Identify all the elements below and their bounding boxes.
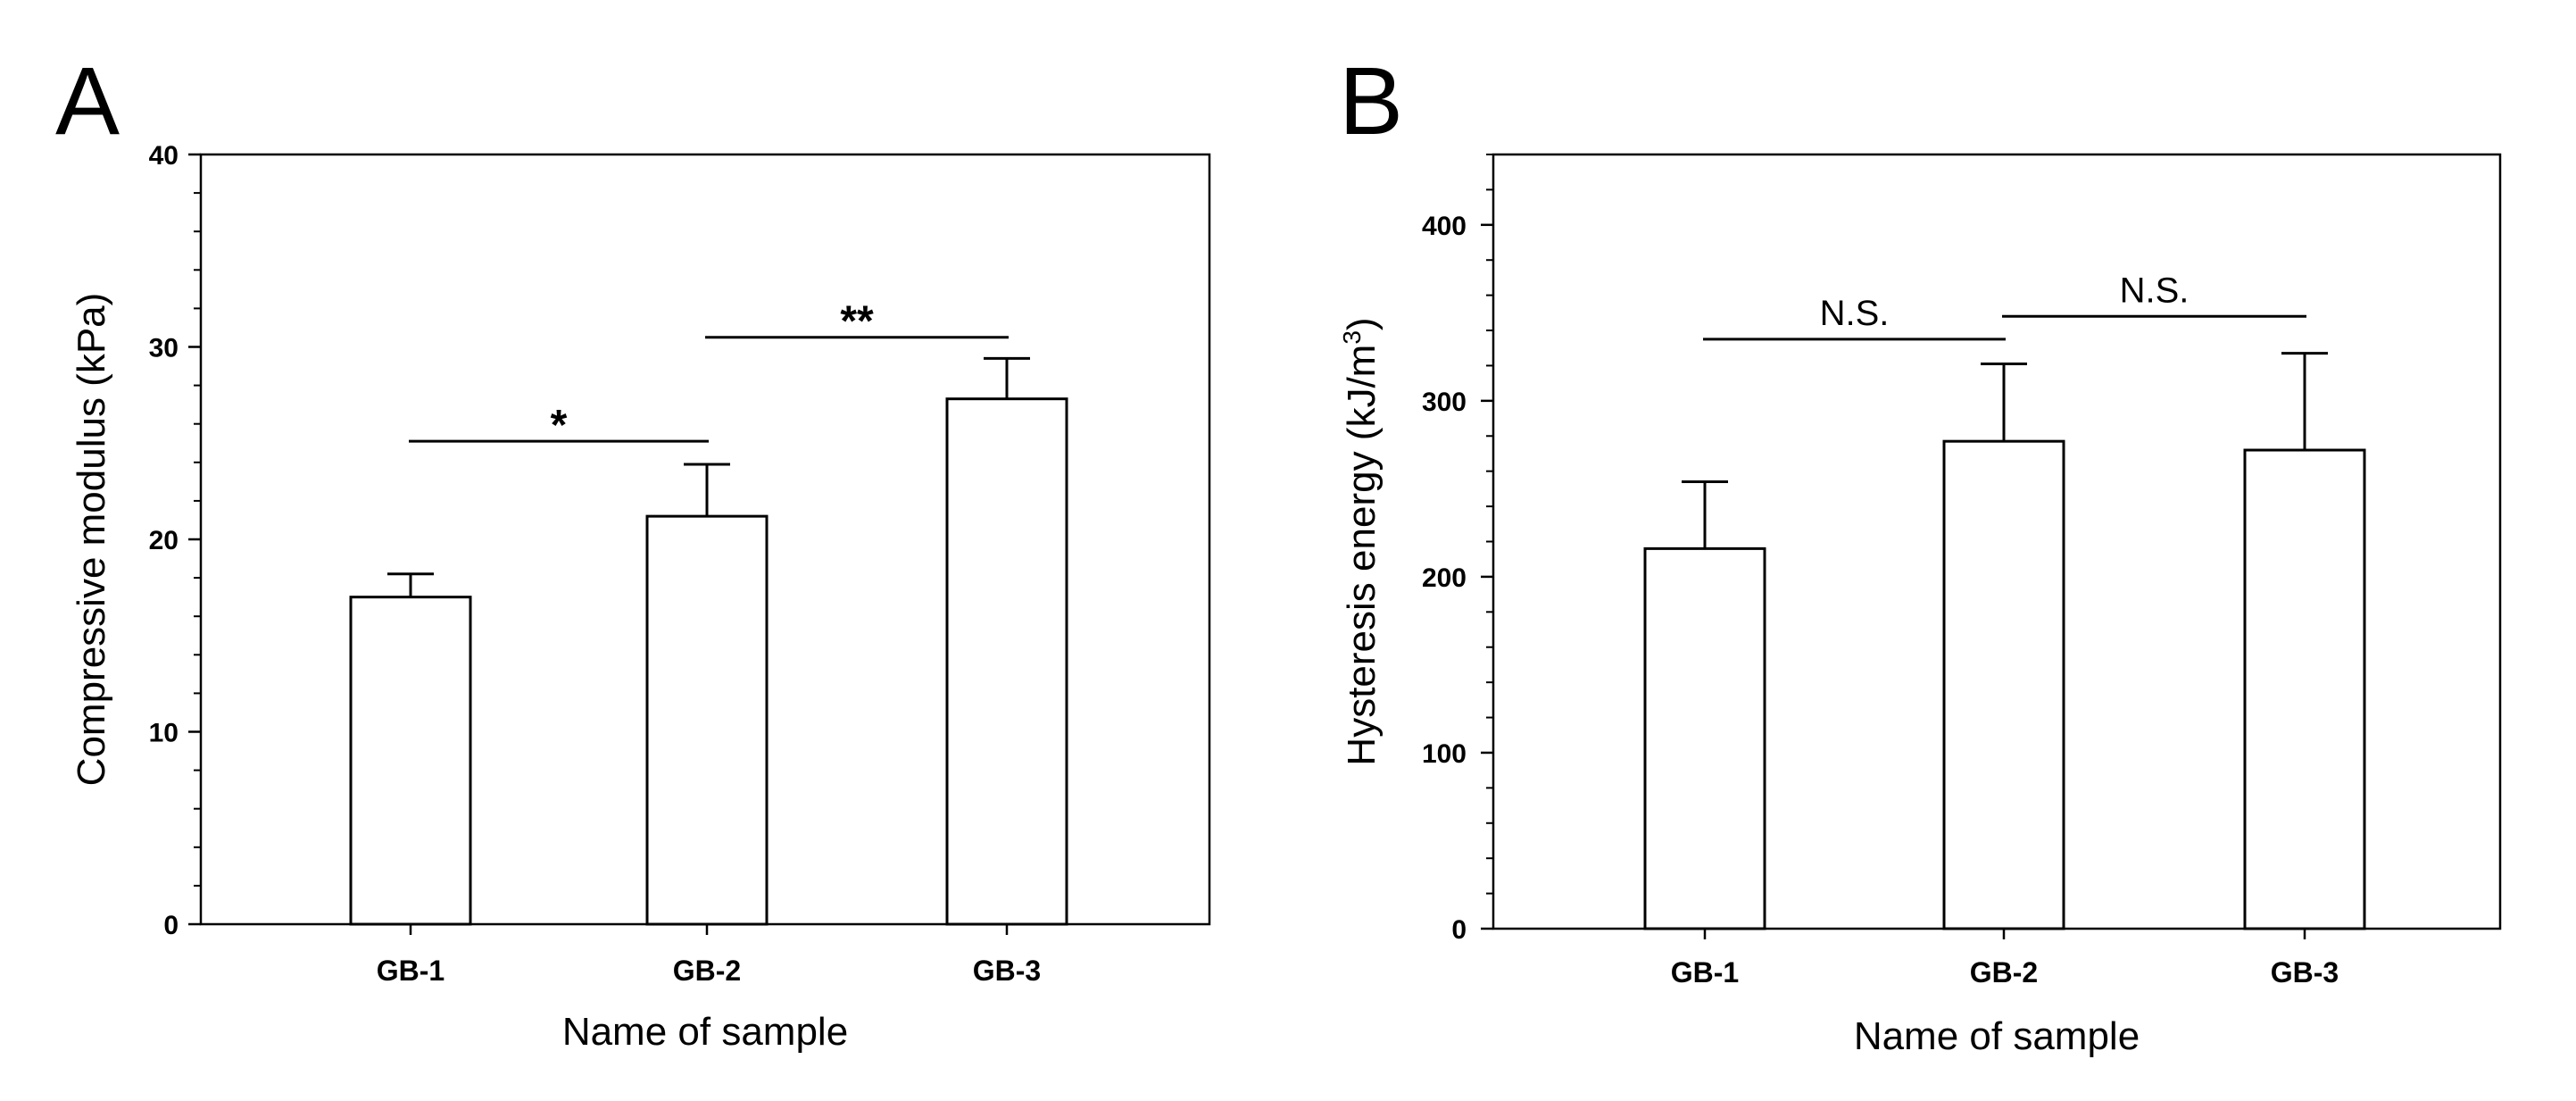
y-tick-label: 10 [149,719,179,748]
x-axis-title: Name of sample [1854,1014,2140,1058]
y-tick-label: 300 [1422,388,1467,417]
significance-label: N.S. [1820,294,1890,333]
bar-gb-2 [645,514,769,926]
y-tick-label: 0 [163,911,179,940]
significance-label: ** [840,298,874,346]
x-tick-label: GB-1 [1671,956,1739,988]
y-tick-label: 400 [1422,212,1467,241]
bar-gb-1 [1643,546,1766,930]
bar-gb-3 [945,397,1068,926]
bar-gb-2 [1942,439,2065,930]
y-tick-label: 30 [149,334,179,363]
significance-label: N.S. [2120,271,2190,310]
x-axis-title: Name of sample [562,1010,848,1054]
y-axis-title-main: Compressive modulus (kPa) [70,293,113,787]
panel-letter: A [55,46,120,154]
y-tick-label: 100 [1422,739,1467,769]
y-tick-label: 40 [149,141,179,171]
y-tick-label: 0 [1451,915,1467,945]
y-axis-title-superscript: 3 [1338,330,1366,345]
x-tick-label: GB-3 [973,955,1041,987]
y-tick-label: 20 [149,526,179,555]
x-tick-label: GB-1 [377,955,445,987]
y-axis-title-main: Hysteresis energy (kJ/m [1340,345,1384,766]
y-axis-title: Compressive modulus (kPa) [70,293,113,787]
bar-gb-3 [2243,448,2366,930]
x-tick-label: GB-2 [673,955,741,987]
y-axis-title-suffix: ) [1340,317,1384,330]
panel-letter: B [1339,46,1403,154]
bar-gb-1 [349,596,472,926]
significance-label: * [551,402,568,449]
y-tick-label: 200 [1422,563,1467,593]
y-axis-title: Hysteresis energy (kJ/m3) [1338,317,1384,765]
x-tick-label: GB-2 [1970,956,2038,988]
x-tick-label: GB-3 [2271,956,2339,988]
